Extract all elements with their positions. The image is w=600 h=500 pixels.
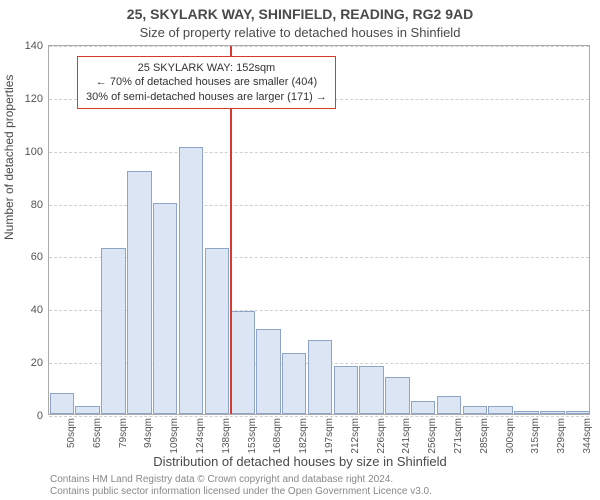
histogram-bar [50,393,75,414]
histogram-bar [282,353,307,414]
x-tick-label: 65sqm [92,418,103,448]
histogram-bar [463,406,488,414]
histogram-bar [230,311,255,414]
callout-line1: 25 SKYLARK WAY: 152sqm [86,61,327,75]
histogram-bar [411,401,436,414]
gridline [49,416,589,417]
footer-line-1: Contains HM Land Registry data © Crown c… [50,474,432,486]
x-tick-label: 212sqm [350,418,361,454]
x-tick-label: 138sqm [221,418,232,454]
x-tick-label: 109sqm [169,418,180,454]
callout-line3: 30% of semi-detached houses are larger (… [86,90,327,104]
histogram-bar [308,340,333,414]
x-tick-label: 153sqm [247,418,258,454]
histogram-bar [101,248,126,415]
chart-title: 25, SKYLARK WAY, SHINFIELD, READING, RG2… [0,6,600,22]
chart-subtitle: Size of property relative to detached ho… [0,25,600,40]
x-tick-label: 271sqm [453,418,464,454]
histogram-bar [153,203,178,414]
x-axis-label: Distribution of detached houses by size … [0,454,600,469]
histogram-chart: 25, SKYLARK WAY, SHINFIELD, READING, RG2… [0,0,600,500]
y-tick-label: 0 [37,410,43,422]
y-tick-label: 20 [31,357,43,369]
gridline [49,46,589,47]
y-tick-label: 100 [25,146,43,158]
x-tick-label: 329sqm [556,418,567,454]
x-tick-label: 300sqm [505,418,516,454]
footer-attribution: Contains HM Land Registry data © Crown c… [50,474,432,498]
gridline [49,152,589,153]
histogram-bar [359,366,384,414]
x-tick-label: 50sqm [66,418,77,448]
x-tick-label: 94sqm [143,418,154,448]
x-tick-label: 79sqm [118,418,129,448]
x-tick-label: 315sqm [530,418,541,454]
histogram-bar [488,406,513,414]
x-tick-label: 241sqm [401,418,412,454]
callout-line2: ← 70% of detached houses are smaller (40… [86,75,327,89]
histogram-bar [540,411,565,414]
histogram-bar [256,329,281,414]
histogram-bar [385,377,410,414]
x-tick-label: 256sqm [427,418,438,454]
x-tick-label: 182sqm [298,418,309,454]
x-tick-label: 344sqm [582,418,593,454]
histogram-bar [205,248,230,415]
x-tick-label: 197sqm [324,418,335,454]
histogram-bar [334,366,359,414]
histogram-bar [179,147,204,414]
y-axis-label: Number of detached properties [2,75,16,240]
callout-box: 25 SKYLARK WAY: 152sqm← 70% of detached … [77,56,336,109]
x-tick-label: 226sqm [376,418,387,454]
plot-area: 02040608010012014050sqm65sqm79sqm94sqm10… [48,45,590,415]
histogram-bar [437,396,462,415]
y-tick-label: 60 [31,251,43,263]
histogram-bar [566,411,591,414]
y-tick-label: 80 [31,199,43,211]
x-tick-label: 168sqm [272,418,283,454]
x-tick-label: 285sqm [479,418,490,454]
footer-line-2: Contains public sector information licen… [50,486,432,498]
histogram-bar [127,171,152,414]
histogram-bar [514,411,539,414]
y-tick-label: 120 [25,93,43,105]
histogram-bar [75,406,100,414]
x-tick-label: 124sqm [195,418,206,454]
y-tick-label: 140 [25,40,43,52]
y-tick-label: 40 [31,304,43,316]
